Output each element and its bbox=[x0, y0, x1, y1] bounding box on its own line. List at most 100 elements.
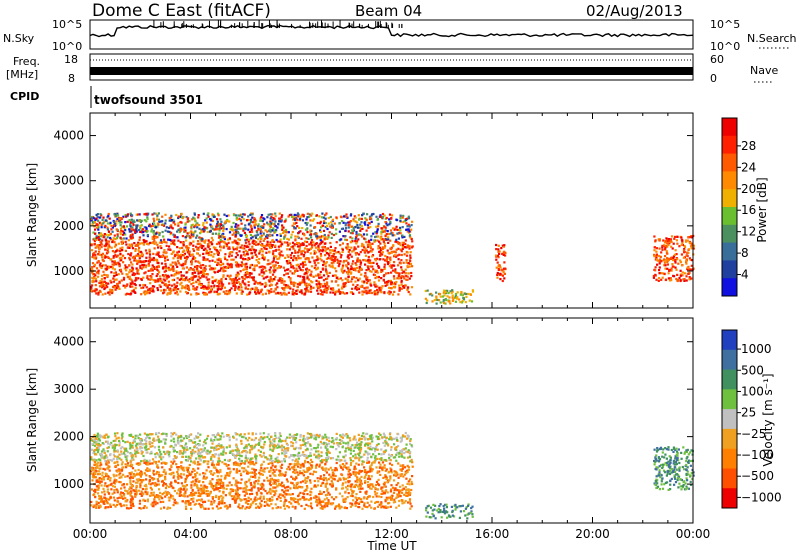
echo-cell bbox=[393, 228, 396, 231]
echo-cell bbox=[98, 216, 101, 219]
echo-cell bbox=[658, 262, 661, 265]
echo-cell bbox=[296, 285, 299, 289]
echo-cell bbox=[148, 224, 151, 228]
echo-cell bbox=[91, 217, 94, 220]
echo-cell bbox=[268, 229, 271, 232]
echo-cell bbox=[287, 255, 290, 259]
echo-cell bbox=[107, 230, 111, 233]
echo-cell bbox=[92, 220, 95, 223]
echo-cell bbox=[266, 467, 269, 470]
echo-cell bbox=[305, 244, 308, 248]
echo-cell bbox=[241, 263, 244, 266]
echo-cell bbox=[403, 235, 406, 238]
echo-cell bbox=[301, 219, 304, 222]
echo-cell bbox=[344, 224, 347, 227]
echo-cell bbox=[95, 226, 98, 229]
echo-cell bbox=[131, 273, 134, 276]
echo-cell bbox=[271, 239, 274, 242]
echo-cell bbox=[452, 298, 455, 301]
echo-cell bbox=[276, 226, 279, 229]
echo-cell bbox=[409, 507, 412, 510]
echo-cell bbox=[395, 225, 398, 228]
echo-cell bbox=[263, 223, 266, 226]
echo-cell bbox=[310, 270, 313, 273]
echo-cell bbox=[408, 500, 411, 503]
cpid-label: CPID bbox=[10, 90, 39, 103]
echo-cell bbox=[292, 497, 295, 500]
echo-cell bbox=[385, 280, 388, 284]
echo-cell bbox=[301, 262, 304, 265]
echo-cell bbox=[378, 250, 381, 253]
echo-cell bbox=[680, 243, 683, 246]
echo-cell bbox=[430, 292, 433, 295]
echo-cell bbox=[356, 221, 359, 224]
echo-cell bbox=[431, 294, 434, 297]
echo-cell bbox=[322, 279, 326, 282]
echo-cell bbox=[240, 478, 243, 481]
echo-cell bbox=[121, 240, 124, 243]
echo-cell bbox=[177, 474, 180, 477]
echo-cell bbox=[185, 266, 188, 269]
echo-cell bbox=[197, 460, 200, 464]
range-tick-label: 3000 bbox=[53, 174, 84, 188]
echo-cell bbox=[346, 271, 349, 274]
echo-cell bbox=[105, 463, 108, 466]
echo-cell bbox=[173, 239, 176, 242]
echo-cell bbox=[378, 258, 381, 261]
echo-cell bbox=[386, 230, 389, 233]
echo-cell bbox=[247, 256, 250, 260]
echo-cell bbox=[257, 282, 260, 285]
echo-cell bbox=[295, 267, 298, 270]
echo-cell bbox=[661, 244, 664, 247]
echo-cell bbox=[365, 259, 368, 262]
echo-cell bbox=[321, 250, 324, 253]
echo-cell bbox=[391, 283, 394, 286]
echo-cell bbox=[167, 292, 170, 295]
echo-cell bbox=[408, 247, 411, 250]
echo-cell bbox=[203, 268, 206, 271]
echo-cell bbox=[172, 269, 175, 272]
echo-cell bbox=[143, 213, 146, 216]
echo-cell bbox=[322, 248, 325, 251]
echo-cell bbox=[164, 257, 167, 260]
echo-cell bbox=[234, 231, 237, 234]
echo-cell bbox=[217, 236, 221, 239]
echo-cell bbox=[410, 271, 413, 275]
echo-cell bbox=[343, 292, 346, 295]
echo-cell bbox=[655, 254, 658, 257]
echo-cell bbox=[358, 485, 361, 488]
echo-cell bbox=[245, 492, 248, 495]
echo-cell bbox=[501, 274, 504, 277]
echo-cell bbox=[347, 272, 350, 276]
echo-cell bbox=[382, 240, 385, 243]
echo-cell bbox=[100, 233, 104, 237]
echo-cell bbox=[281, 228, 284, 231]
echo-cell bbox=[221, 262, 224, 265]
echo-cell bbox=[460, 291, 463, 294]
echo-cell bbox=[122, 233, 125, 236]
echo-cell bbox=[323, 288, 326, 292]
echo-cell bbox=[130, 235, 133, 238]
echo-cell bbox=[356, 287, 359, 290]
echo-cell bbox=[349, 236, 352, 239]
echo-cell bbox=[149, 494, 152, 497]
echo-cell bbox=[268, 268, 271, 271]
echo-cell bbox=[369, 218, 372, 221]
echo-cell bbox=[304, 221, 307, 225]
echo-cell bbox=[280, 216, 283, 219]
echo-cell bbox=[118, 480, 121, 484]
echo-cell bbox=[137, 259, 140, 262]
echo-cell bbox=[359, 267, 363, 270]
echo-cell bbox=[183, 256, 187, 259]
echo-cell bbox=[114, 278, 117, 281]
echo-cell bbox=[146, 467, 149, 470]
echo-cell bbox=[182, 274, 185, 277]
echo-cell bbox=[691, 242, 694, 245]
echo-cell bbox=[361, 290, 364, 293]
echo-cell bbox=[232, 497, 236, 500]
echo-cell bbox=[354, 287, 357, 290]
echo-cell bbox=[363, 250, 366, 253]
echo-cell bbox=[654, 239, 657, 242]
echo-cell bbox=[158, 254, 161, 258]
echo-cell bbox=[238, 250, 241, 253]
